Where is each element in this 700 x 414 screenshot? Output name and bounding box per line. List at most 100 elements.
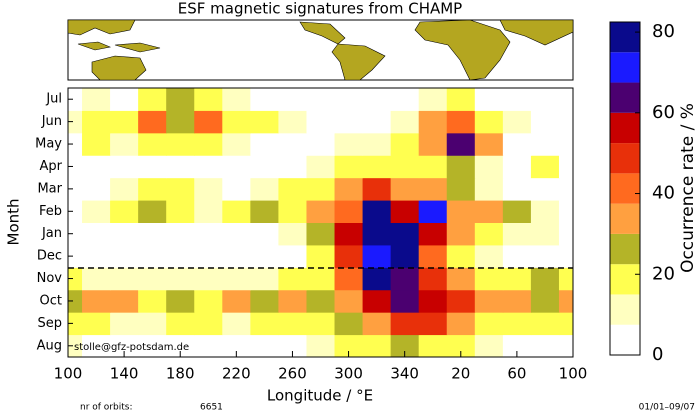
cell	[390, 177, 420, 201]
cell	[390, 200, 420, 223]
cell	[166, 155, 195, 179]
cell	[166, 200, 195, 223]
cell	[68, 177, 83, 201]
y-tick-label: Apr	[40, 159, 63, 174]
cell	[390, 88, 420, 111]
cell	[558, 222, 574, 246]
asia	[67, 19, 136, 36]
period: 01/01–09/07	[639, 403, 695, 413]
cell	[278, 289, 307, 313]
cell	[68, 289, 83, 313]
cell	[446, 289, 476, 313]
cell	[82, 267, 111, 291]
cell	[418, 222, 448, 246]
cell	[558, 289, 574, 313]
cell	[418, 289, 448, 313]
cell	[362, 110, 392, 134]
cell	[82, 222, 111, 246]
cell	[446, 132, 476, 156]
cell	[68, 88, 83, 111]
cell	[530, 110, 560, 134]
cell	[334, 312, 364, 336]
cell	[474, 312, 504, 336]
cell	[558, 88, 574, 111]
cell	[222, 110, 251, 134]
cell	[446, 267, 476, 291]
x-tick-label: 340	[390, 365, 419, 383]
cell	[250, 132, 279, 156]
cell	[474, 334, 504, 358]
cell	[166, 177, 195, 201]
cell	[138, 222, 167, 246]
colorbar-band	[610, 82, 640, 113]
x-tick-label: 180	[166, 365, 195, 383]
cell	[278, 334, 307, 358]
cell	[194, 289, 223, 313]
cell	[502, 334, 532, 358]
cell	[250, 110, 279, 134]
cell	[82, 88, 111, 111]
cell	[334, 132, 364, 156]
cell	[166, 312, 195, 336]
cell	[418, 334, 448, 358]
cell	[110, 222, 139, 246]
cell	[110, 312, 139, 336]
cell	[530, 312, 560, 336]
cell	[68, 334, 83, 358]
cell	[194, 222, 223, 246]
cell	[362, 200, 392, 223]
cell	[474, 289, 504, 313]
y-tick-label: Mar	[37, 181, 62, 196]
cell	[362, 267, 392, 291]
cell	[278, 200, 307, 223]
cell	[474, 177, 504, 201]
cell	[530, 334, 560, 358]
cell	[222, 334, 251, 358]
cell	[222, 289, 251, 313]
cell	[138, 155, 167, 179]
cell	[250, 267, 279, 291]
cell	[194, 88, 223, 111]
cell	[334, 334, 364, 358]
cell	[530, 267, 560, 291]
cell	[334, 267, 364, 291]
eurasia	[499, 19, 574, 46]
orbits: 6651	[200, 403, 223, 413]
cell	[110, 88, 139, 111]
cell	[502, 312, 532, 336]
cell	[390, 267, 420, 291]
cell	[306, 88, 336, 111]
cell	[110, 177, 139, 201]
cell	[334, 244, 364, 268]
colorbar-tick-label: 40	[652, 183, 675, 204]
cell	[390, 132, 420, 156]
watermark: stolle@gfz-potsdam.de	[74, 342, 189, 353]
cell	[418, 200, 448, 223]
cell	[558, 200, 574, 223]
cell	[390, 289, 420, 313]
cell	[110, 132, 139, 156]
cell	[446, 155, 476, 179]
cell	[418, 88, 448, 111]
colorbar-band	[610, 294, 640, 325]
cell	[418, 132, 448, 156]
cell	[502, 132, 532, 156]
cell	[82, 177, 111, 201]
cell	[446, 312, 476, 336]
cell	[278, 312, 307, 336]
cell	[530, 132, 560, 156]
y-tick-label: Jan	[41, 226, 62, 241]
cell	[82, 289, 111, 313]
colorbar-band	[610, 264, 640, 295]
cell	[138, 312, 167, 336]
cell	[474, 110, 504, 134]
cell	[68, 244, 83, 268]
cell	[194, 177, 223, 201]
cell	[474, 155, 504, 179]
cell	[334, 200, 364, 223]
south-america	[331, 43, 386, 81]
cell	[558, 132, 574, 156]
cell	[306, 244, 336, 268]
cell	[446, 200, 476, 223]
cell	[222, 155, 251, 179]
